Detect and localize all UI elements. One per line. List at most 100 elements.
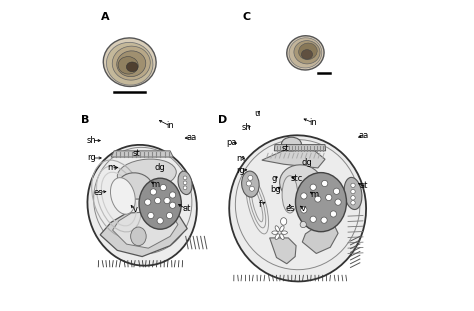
Polygon shape [100, 211, 187, 257]
Ellipse shape [289, 38, 322, 68]
Text: m: m [152, 180, 160, 188]
Ellipse shape [249, 186, 255, 191]
Ellipse shape [170, 202, 176, 208]
Text: D: D [219, 115, 228, 125]
Text: dg: dg [155, 163, 165, 172]
Ellipse shape [299, 43, 317, 60]
Ellipse shape [242, 171, 259, 197]
Text: at: at [360, 182, 368, 190]
Ellipse shape [315, 196, 321, 202]
Ellipse shape [330, 211, 337, 217]
Polygon shape [113, 211, 178, 248]
Ellipse shape [310, 184, 316, 190]
Ellipse shape [229, 135, 366, 281]
Ellipse shape [300, 221, 306, 228]
Ellipse shape [157, 218, 163, 224]
Text: sh: sh [242, 123, 252, 132]
Ellipse shape [281, 218, 287, 225]
Ellipse shape [110, 178, 135, 214]
Text: sh: sh [87, 136, 96, 145]
Ellipse shape [117, 51, 146, 77]
Ellipse shape [150, 189, 156, 195]
Ellipse shape [178, 171, 192, 195]
Ellipse shape [294, 41, 320, 64]
Ellipse shape [333, 188, 340, 194]
Ellipse shape [118, 57, 138, 74]
Ellipse shape [321, 217, 327, 223]
Ellipse shape [160, 184, 166, 191]
Ellipse shape [351, 189, 355, 194]
Ellipse shape [295, 173, 346, 232]
Text: rg: rg [87, 154, 96, 162]
Ellipse shape [148, 212, 154, 219]
Text: u: u [255, 109, 260, 118]
Text: aa: aa [187, 133, 197, 142]
Ellipse shape [248, 175, 253, 180]
Text: B: B [81, 115, 90, 125]
Ellipse shape [280, 234, 284, 239]
Ellipse shape [301, 193, 307, 199]
Ellipse shape [107, 42, 153, 85]
Text: v: v [133, 206, 137, 214]
Text: in: in [166, 122, 174, 130]
Text: f: f [259, 200, 262, 209]
Ellipse shape [118, 159, 176, 189]
Ellipse shape [103, 38, 156, 86]
Ellipse shape [246, 181, 251, 186]
Text: pa: pa [226, 138, 237, 147]
Ellipse shape [166, 212, 173, 219]
Text: stc: stc [291, 174, 303, 183]
Polygon shape [111, 151, 173, 157]
Ellipse shape [335, 199, 341, 205]
Ellipse shape [287, 36, 324, 70]
Ellipse shape [282, 137, 301, 151]
Ellipse shape [281, 231, 287, 234]
Ellipse shape [164, 197, 170, 204]
Ellipse shape [275, 226, 279, 231]
Text: at: at [182, 205, 191, 213]
Text: v: v [301, 204, 305, 213]
Ellipse shape [183, 186, 187, 190]
Polygon shape [274, 145, 326, 151]
Ellipse shape [351, 196, 355, 200]
Text: dg: dg [302, 158, 313, 167]
Ellipse shape [280, 165, 322, 201]
Ellipse shape [280, 226, 284, 231]
Polygon shape [302, 221, 338, 253]
Text: es: es [94, 188, 103, 197]
Text: es: es [286, 204, 295, 213]
Ellipse shape [131, 227, 146, 246]
Ellipse shape [87, 145, 197, 266]
Ellipse shape [183, 181, 187, 185]
Text: rg: rg [237, 166, 245, 175]
Ellipse shape [321, 180, 328, 187]
Ellipse shape [301, 207, 307, 213]
Ellipse shape [351, 183, 355, 188]
Ellipse shape [310, 216, 316, 222]
Text: C: C [242, 12, 250, 22]
Text: st: st [133, 150, 141, 158]
Ellipse shape [344, 177, 362, 210]
Text: in: in [310, 118, 317, 127]
Polygon shape [270, 238, 296, 264]
Ellipse shape [272, 231, 278, 234]
Text: m: m [310, 190, 318, 199]
Ellipse shape [275, 234, 279, 239]
Text: bg: bg [271, 185, 281, 194]
Ellipse shape [351, 201, 355, 205]
Ellipse shape [118, 173, 152, 199]
Text: m: m [236, 154, 244, 163]
Ellipse shape [112, 46, 150, 80]
Text: g: g [271, 174, 276, 183]
Ellipse shape [145, 199, 151, 205]
Ellipse shape [301, 50, 312, 59]
Text: m: m [107, 164, 115, 172]
Ellipse shape [155, 197, 161, 204]
Ellipse shape [326, 194, 332, 201]
Polygon shape [262, 148, 325, 168]
Ellipse shape [127, 62, 138, 72]
Ellipse shape [183, 176, 187, 180]
Text: st: st [282, 144, 289, 153]
Text: aa: aa [359, 131, 369, 140]
Ellipse shape [282, 176, 298, 213]
